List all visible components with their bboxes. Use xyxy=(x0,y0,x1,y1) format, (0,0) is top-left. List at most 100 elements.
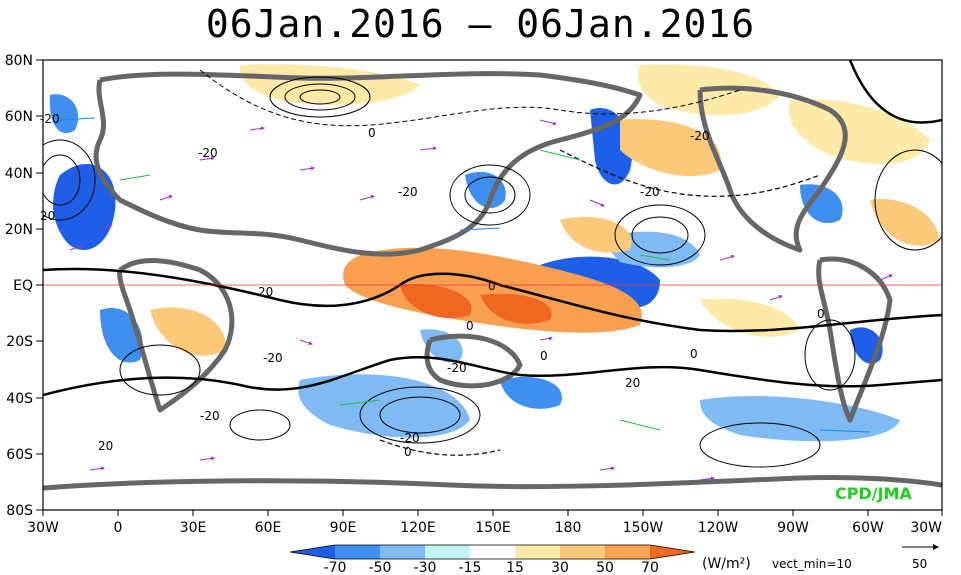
contour-line xyxy=(631,216,689,254)
wind-arrow xyxy=(719,254,735,261)
wind-arrow xyxy=(599,466,615,471)
strong-wind-arrow xyxy=(339,399,381,406)
wind-arrow xyxy=(199,456,215,461)
wind-arrow xyxy=(69,245,83,251)
contour-line xyxy=(359,386,481,444)
colorbar-tick: -15 xyxy=(459,560,482,575)
colorbar-tick: 70 xyxy=(641,560,659,575)
lon-label: 90W xyxy=(777,520,809,536)
negative-contour xyxy=(559,149,821,197)
wind-arrow xyxy=(249,126,265,131)
lat-label: 60N xyxy=(5,109,33,125)
lon-label: 30E xyxy=(180,520,207,536)
contour-label: 0 xyxy=(488,279,496,293)
contour-label: 0 xyxy=(404,445,412,459)
neg-anomaly-patch xyxy=(53,163,116,250)
contour-label: -20 xyxy=(690,129,710,143)
neg-anomaly-patch xyxy=(800,184,843,224)
strong-wind-arrow xyxy=(119,174,151,181)
strong-wind-arrow xyxy=(819,429,871,433)
contour-label: 20 xyxy=(258,285,273,299)
wind-arrow xyxy=(419,146,437,151)
africa-outline xyxy=(117,258,235,413)
contour-label: 0 xyxy=(540,349,548,363)
contour-label: 0 xyxy=(817,307,825,321)
lon-label: 150E xyxy=(475,520,511,536)
contour-label: -20 xyxy=(640,185,660,199)
wind-arrow xyxy=(299,339,313,345)
colorbar-swatch xyxy=(515,545,560,559)
colorbar-tick: 30 xyxy=(551,560,569,575)
pos-anomaly-patch xyxy=(620,119,722,177)
contour-label: -20 xyxy=(400,431,420,445)
longitude-axis: 30W 0 30E 60E 90E 120E 150E 180 150W 120… xyxy=(27,510,943,536)
colorbar-swatch xyxy=(560,545,605,559)
neg-anomaly-patch xyxy=(500,376,562,409)
wind-arrow xyxy=(539,336,553,341)
contour-line xyxy=(119,344,201,396)
strong-wind-arrow xyxy=(59,117,96,121)
colorbar-unit: (W/m²) xyxy=(702,556,751,572)
pos-anomaly-patch xyxy=(343,247,642,333)
contour-line xyxy=(299,89,341,105)
colorbar-swatch xyxy=(605,545,650,559)
neg-anomaly-patch xyxy=(49,94,79,134)
contour-label: 0 xyxy=(690,347,698,361)
lon-label: 150W xyxy=(623,520,664,536)
wind-arrow xyxy=(699,476,715,481)
lat-label: 80N xyxy=(5,53,33,69)
lat-label: 80S xyxy=(6,503,33,519)
contour-line xyxy=(43,139,96,221)
coastlines xyxy=(43,71,942,491)
lon-label: 120E xyxy=(400,520,436,536)
north-america-outline xyxy=(697,85,848,253)
zero-contour xyxy=(43,267,942,333)
lat-label: 40N xyxy=(5,166,33,182)
lat-label: 40S xyxy=(6,391,33,407)
contour-line xyxy=(284,83,356,111)
pos-anomaly-patch xyxy=(788,99,930,164)
contour-label: 20 xyxy=(98,439,113,453)
contour-line xyxy=(464,176,516,214)
negative-contour xyxy=(379,439,501,456)
vector-min-label: vect_min=10 xyxy=(772,557,852,571)
lon-label: 30W xyxy=(27,520,59,536)
zero-contour xyxy=(43,356,942,397)
contour-label: -20 xyxy=(198,146,218,160)
contour-label: 20 xyxy=(625,376,640,390)
contour-line xyxy=(804,319,856,391)
latitude-axis: 80N 60N 40N 20N EQ 20S 40S 60S 80S xyxy=(5,53,43,519)
contour-label: -20 xyxy=(40,112,60,126)
contour-line xyxy=(269,76,371,118)
lon-label: 0 xyxy=(114,520,123,536)
contour-label: -20 xyxy=(398,185,418,199)
pos-anomaly-patch xyxy=(480,293,552,324)
colorbar-tick: 15 xyxy=(506,560,524,575)
contour-line xyxy=(43,154,81,206)
lon-label: 90E xyxy=(330,520,357,536)
eurasia-outline xyxy=(93,71,643,257)
pos-anomaly-patch xyxy=(150,307,226,356)
strong-wind-arrow xyxy=(639,254,671,261)
wind-arrow xyxy=(199,156,215,161)
contour-line xyxy=(449,164,531,226)
contour-label: -20 xyxy=(263,351,283,365)
pos-anomaly-patch xyxy=(870,199,940,246)
wind-arrow xyxy=(589,199,605,207)
colorbar-swatch xyxy=(290,545,335,559)
lat-label: 20N xyxy=(5,222,33,238)
wind-arrow xyxy=(769,295,783,301)
reference-vector-label: 50 xyxy=(912,557,927,571)
colorbar-tick: -50 xyxy=(369,560,392,575)
antarctica-outline xyxy=(43,474,942,491)
wind-arrow xyxy=(539,119,557,126)
colorbar-swatch xyxy=(380,545,425,559)
neg-anomaly-patch xyxy=(700,396,900,442)
colorbar-swatch xyxy=(470,545,515,559)
strong-wind-arrow xyxy=(459,227,501,231)
colorbar-tick: 50 xyxy=(596,560,614,575)
wind-arrow xyxy=(299,166,315,171)
colorbar-tick: -70 xyxy=(324,560,347,575)
wind-arrow xyxy=(359,194,375,201)
map-title: 06Jan.2016 – 06Jan.2016 xyxy=(205,2,756,46)
